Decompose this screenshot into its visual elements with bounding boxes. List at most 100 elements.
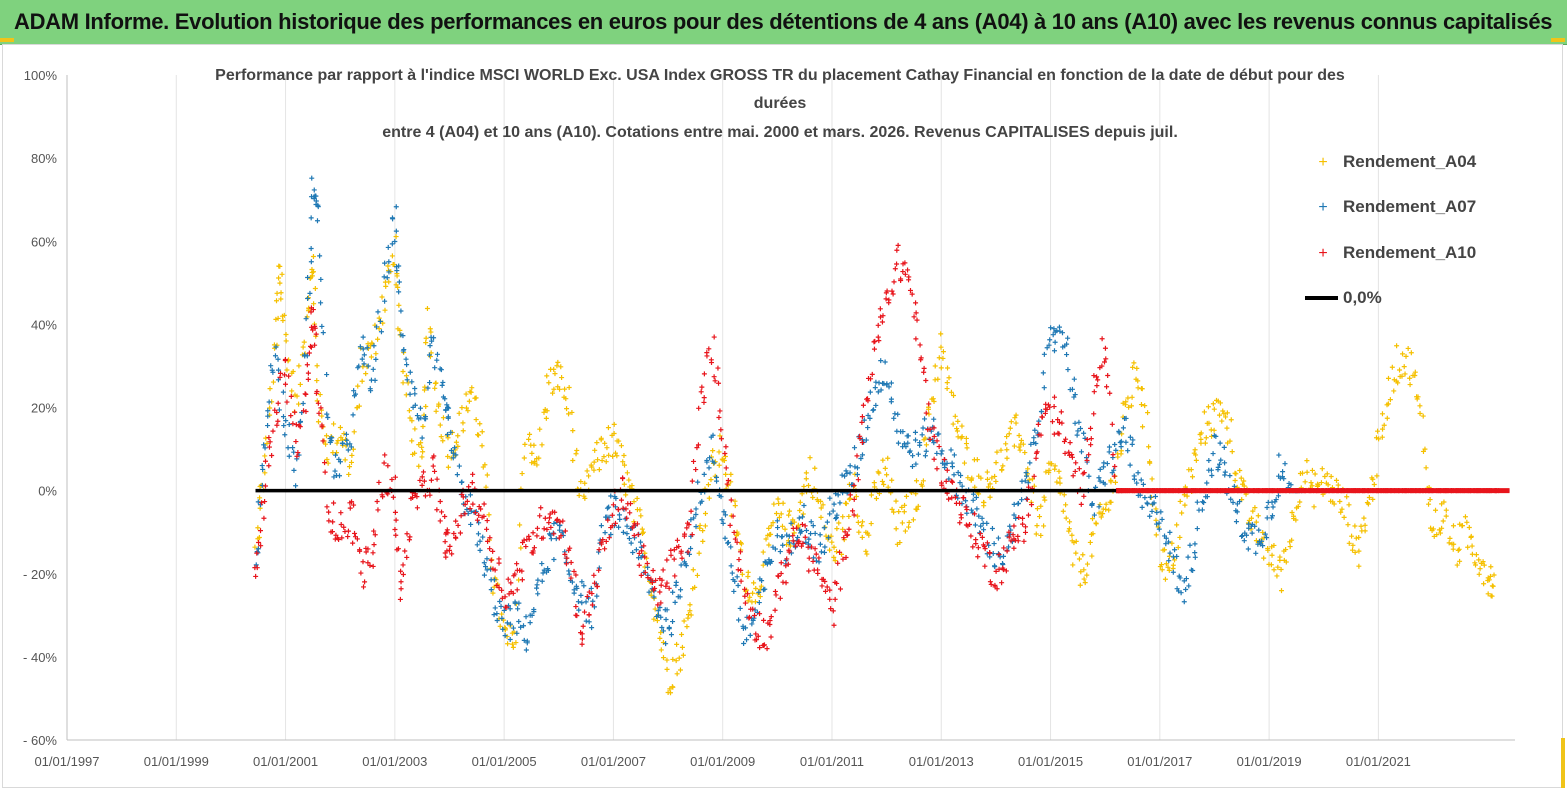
data-point-a07 xyxy=(491,577,497,583)
data-point-a04 xyxy=(558,364,564,370)
data-point-a04 xyxy=(776,514,782,520)
data-point-a04 xyxy=(386,279,392,285)
data-point-a07 xyxy=(873,402,879,408)
data-point-a07 xyxy=(663,641,669,647)
data-point-a10 xyxy=(830,608,836,614)
data-point-a07 xyxy=(672,599,678,605)
data-point-a04 xyxy=(992,473,998,479)
data-point-a07 xyxy=(1113,447,1119,453)
data-point-a07 xyxy=(826,535,832,541)
data-point-a10 xyxy=(796,538,802,544)
data-point-a04 xyxy=(1325,482,1331,488)
data-point-a04 xyxy=(420,424,426,430)
data-point-a07 xyxy=(345,447,351,453)
data-point-a04 xyxy=(1381,422,1387,428)
data-point-a10 xyxy=(851,496,857,502)
data-point-a10 xyxy=(390,494,396,500)
data-point-a10 xyxy=(496,560,502,566)
data-point-a07 xyxy=(728,544,734,550)
data-point-a10 xyxy=(541,526,547,532)
data-point-a07 xyxy=(512,599,518,605)
data-point-a04 xyxy=(1287,544,1293,550)
data-point-a04 xyxy=(614,453,620,459)
chart-title: Performance par rapport à l'indice MSCI … xyxy=(215,67,1345,141)
data-point-a04 xyxy=(1174,522,1180,528)
data-point-a07 xyxy=(1208,467,1214,473)
data-point-a04 xyxy=(864,551,870,557)
data-point-a07 xyxy=(454,472,460,478)
data-point-a07 xyxy=(827,495,833,501)
data-point-a04 xyxy=(319,413,325,419)
data-point-a04 xyxy=(531,442,537,448)
data-point-a07 xyxy=(351,388,357,394)
data-point-a04 xyxy=(859,534,865,540)
data-point-a10 xyxy=(398,579,404,585)
data-point-a04 xyxy=(335,438,341,444)
data-point-a07 xyxy=(414,413,420,419)
data-point-a04 xyxy=(868,521,874,527)
data-point-a07 xyxy=(324,372,330,378)
data-point-a04 xyxy=(277,263,283,269)
data-point-a07 xyxy=(286,453,292,459)
data-point-a04 xyxy=(405,380,411,386)
data-point-a07 xyxy=(677,594,683,600)
data-point-a07 xyxy=(972,522,978,528)
data-point-a04 xyxy=(972,484,978,490)
data-point-a10 xyxy=(820,576,826,582)
data-point-a07 xyxy=(1194,499,1200,505)
data-point-a04 xyxy=(1066,528,1072,534)
data-point-a04 xyxy=(406,408,412,414)
data-point-a10 xyxy=(537,513,543,519)
data-point-a07 xyxy=(1166,558,1172,564)
data-point-a07 xyxy=(1127,434,1133,440)
data-point-a10 xyxy=(679,555,685,561)
data-point-a07 xyxy=(691,515,697,521)
data-point-a04 xyxy=(1202,440,1208,446)
data-point-a10 xyxy=(398,586,404,592)
y-tick-label: 80% xyxy=(31,151,57,166)
data-point-a10 xyxy=(727,522,733,528)
data-point-a10 xyxy=(1091,389,1097,395)
data-point-a10 xyxy=(832,596,838,602)
data-point-a07 xyxy=(378,329,384,335)
data-point-a10 xyxy=(815,570,821,576)
data-point-a07 xyxy=(951,452,957,458)
data-point-a10 xyxy=(1070,473,1076,479)
data-point-a10 xyxy=(558,533,564,539)
data-point-a10 xyxy=(266,435,272,441)
data-point-a04 xyxy=(919,483,925,489)
data-point-a04 xyxy=(1163,561,1169,567)
data-point-a04 xyxy=(375,336,381,342)
data-point-a07 xyxy=(305,274,311,280)
data-point-a04 xyxy=(1434,532,1440,538)
data-point-a07 xyxy=(1256,527,1262,533)
data-point-a04 xyxy=(1165,564,1171,570)
data-point-a10 xyxy=(1095,377,1101,383)
data-point-a07 xyxy=(276,407,282,413)
data-point-a04 xyxy=(1123,399,1129,405)
data-point-a07 xyxy=(477,538,483,544)
data-point-a07 xyxy=(468,521,474,527)
data-point-a10 xyxy=(701,371,707,377)
data-point-a07 xyxy=(821,525,827,531)
data-point-a04 xyxy=(818,498,824,504)
data-point-a04 xyxy=(1158,562,1164,568)
data-point-a07 xyxy=(259,463,265,469)
data-point-a04 xyxy=(899,520,905,526)
data-point-a10 xyxy=(957,500,963,506)
chart-title-line-3: entre 4 (A04) et 10 ans (A10). Cotations… xyxy=(382,124,1178,141)
data-point-a04 xyxy=(1443,513,1449,519)
data-point-a10 xyxy=(275,400,281,406)
data-point-a04 xyxy=(1417,403,1423,409)
data-point-a10 xyxy=(605,517,611,523)
data-point-a10 xyxy=(911,314,917,320)
data-point-a07 xyxy=(1154,510,1160,516)
data-point-a07 xyxy=(283,418,289,424)
data-point-a10 xyxy=(931,433,937,439)
data-point-a04 xyxy=(1387,397,1393,403)
data-point-a04 xyxy=(881,481,887,487)
data-point-a07 xyxy=(432,365,438,371)
data-point-a10 xyxy=(278,370,283,376)
data-point-a04 xyxy=(463,405,469,411)
data-point-a04 xyxy=(373,351,379,357)
